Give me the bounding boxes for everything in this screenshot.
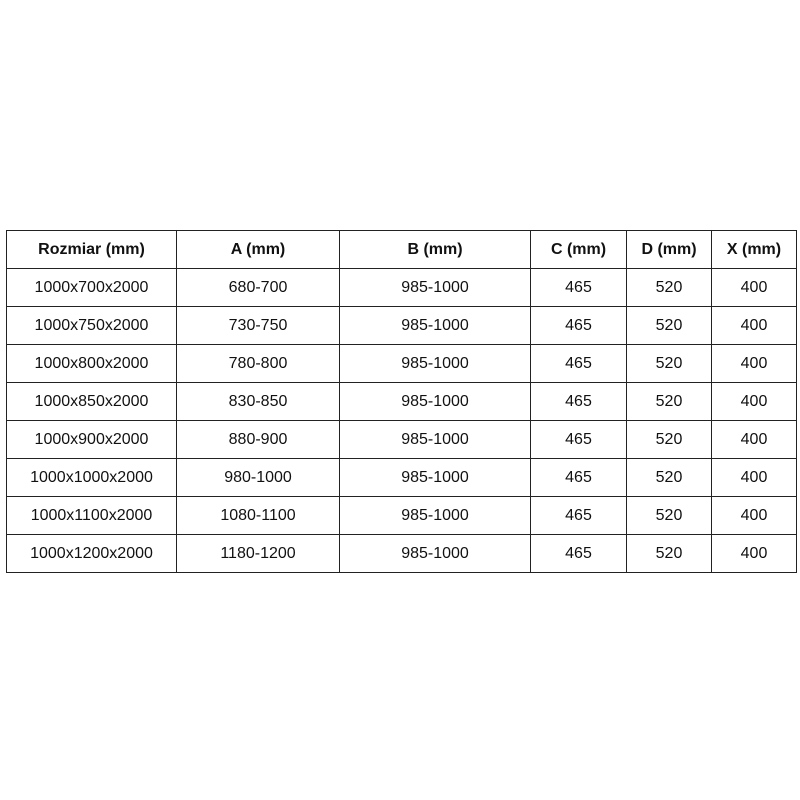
table-row: 1000x1000x2000 980-1000 985-1000 465 520 400 — [6, 458, 797, 497]
cell-d: 520 — [626, 458, 712, 497]
column-header-a: A (mm) — [176, 230, 340, 269]
cell-size: 1000x1200x2000 — [6, 534, 177, 573]
cell-size: 1000x900x2000 — [6, 420, 177, 459]
cell-a: 980-1000 — [176, 458, 340, 497]
cell-b: 985-1000 — [339, 382, 531, 421]
cell-b: 985-1000 — [339, 306, 531, 345]
table-row: 1000x1200x2000 1180-1200 985-1000 465 520 400 — [6, 534, 797, 573]
cell-b: 985-1000 — [339, 344, 531, 383]
cell-x: 400 — [711, 306, 797, 345]
cell-c: 465 — [530, 344, 627, 383]
column-header-b: B (mm) — [339, 230, 531, 269]
cell-size: 1000x1100x2000 — [6, 496, 177, 535]
cell-c: 465 — [530, 382, 627, 421]
cell-b: 985-1000 — [339, 496, 531, 535]
cell-a: 830-850 — [176, 382, 340, 421]
cell-x: 400 — [711, 344, 797, 383]
table-row: 1000x750x2000 730-750 985-1000 465 520 400 — [6, 306, 797, 345]
cell-d: 520 — [626, 496, 712, 535]
cell-a: 1080-1100 — [176, 496, 340, 535]
cell-a: 730-750 — [176, 306, 340, 345]
cell-c: 465 — [530, 458, 627, 497]
table-row: 1000x800x2000 780-800 985-1000 465 520 400 — [6, 344, 797, 383]
cell-c: 465 — [530, 534, 627, 573]
table-row: 1000x1100x2000 1080-1100 985-1000 465 520 400 — [6, 496, 797, 535]
cell-x: 400 — [711, 496, 797, 535]
cell-b: 985-1000 — [339, 420, 531, 459]
cell-d: 520 — [626, 534, 712, 573]
cell-b: 985-1000 — [339, 458, 531, 497]
cell-x: 400 — [711, 268, 797, 307]
cell-d: 520 — [626, 268, 712, 307]
column-header-x: X (mm) — [711, 230, 797, 269]
cell-size: 1000x750x2000 — [6, 306, 177, 345]
cell-b: 985-1000 — [339, 268, 531, 307]
cell-a: 780-800 — [176, 344, 340, 383]
header-row: Rozmiar (mm) A (mm) B (mm) C (mm) D (mm) X (m… — [6, 230, 797, 269]
cell-b: 985-1000 — [339, 534, 531, 573]
cell-d: 520 — [626, 306, 712, 345]
cell-size: 1000x1000x2000 — [6, 458, 177, 497]
cell-x: 400 — [711, 382, 797, 421]
cell-a: 880-900 — [176, 420, 340, 459]
cell-d: 520 — [626, 420, 712, 459]
table-row: 1000x700x2000 680-700 985-1000 465 520 400 — [6, 268, 797, 307]
cell-x: 400 — [711, 458, 797, 497]
cell-c: 465 — [530, 306, 627, 345]
cell-c: 465 — [530, 268, 627, 307]
cell-d: 520 — [626, 382, 712, 421]
column-header-c: C (mm) — [530, 230, 627, 269]
cell-size: 1000x700x2000 — [6, 268, 177, 307]
table-row: 1000x850x2000 830-850 985-1000 465 520 400 — [6, 382, 797, 421]
cell-size: 1000x850x2000 — [6, 382, 177, 421]
cell-a: 1180-1200 — [176, 534, 340, 573]
column-header-d: D (mm) — [626, 230, 712, 269]
cell-size: 1000x800x2000 — [6, 344, 177, 383]
cell-x: 400 — [711, 420, 797, 459]
column-header-size: Rozmiar (mm) — [6, 230, 177, 269]
dimensions-table: Rozmiar (mm) A (mm) B (mm) C (mm) D (mm) X (m… — [6, 230, 797, 573]
cell-c: 465 — [530, 496, 627, 535]
cell-c: 465 — [530, 420, 627, 459]
cell-x: 400 — [711, 534, 797, 573]
table-row: 1000x900x2000 880-900 985-1000 465 520 400 — [6, 420, 797, 459]
cell-d: 520 — [626, 344, 712, 383]
cell-a: 680-700 — [176, 268, 340, 307]
